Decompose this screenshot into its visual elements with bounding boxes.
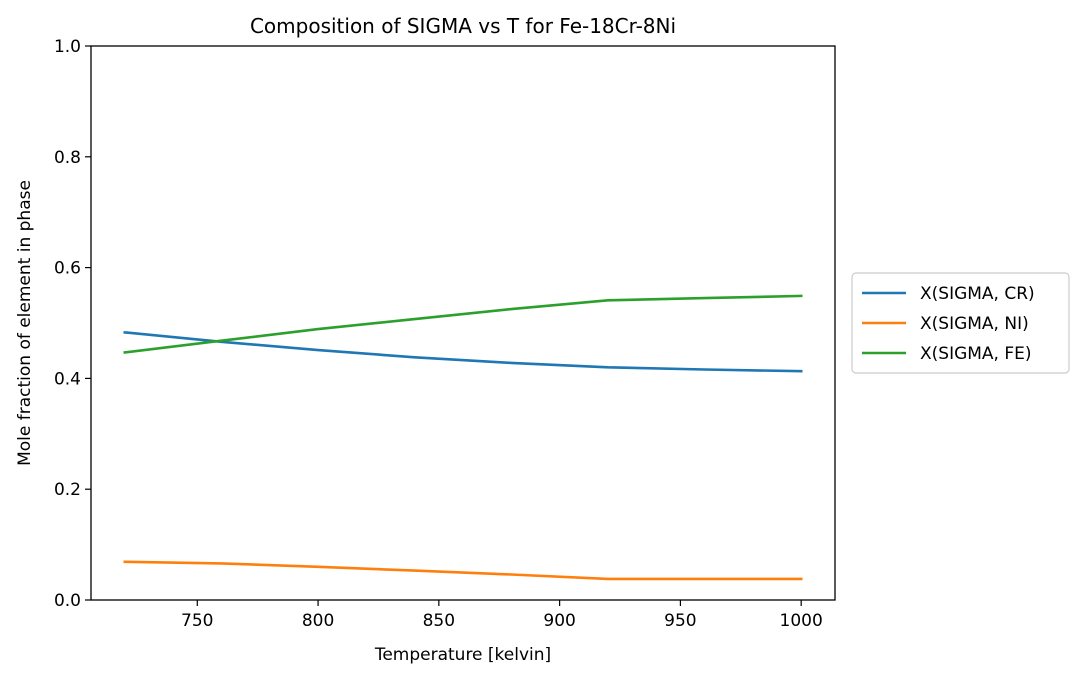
series-line-0 bbox=[123, 330, 803, 373]
legend-label-2: X(SIGMA, FE) bbox=[920, 344, 1032, 364]
x-tick-label: 850 bbox=[423, 611, 455, 631]
y-axis-ticks: 0.0 0.2 0.4 0.6 0.8 1.0 bbox=[54, 37, 91, 611]
x-tick-label: 900 bbox=[543, 611, 575, 631]
x-tick-label: 750 bbox=[181, 611, 213, 631]
plot-frame bbox=[90, 45, 836, 601]
legend: X(SIGMA, CR) X(SIGMA, NI) X(SIGMA, FE) bbox=[851, 272, 1070, 374]
legend-label-1: X(SIGMA, NI) bbox=[920, 314, 1029, 334]
x-axis-ticks: 750 800 850 900 950 1000 bbox=[181, 600, 823, 631]
x-tick-label: 950 bbox=[664, 611, 696, 631]
y-tick-label: 0.2 bbox=[54, 480, 81, 500]
y-axis-label: Mole fraction of element in phase bbox=[15, 180, 35, 466]
y-tick-label: 0.0 bbox=[54, 591, 81, 611]
y-tick-label: 0.6 bbox=[54, 259, 81, 279]
x-axis-label: Temperature [kelvin] bbox=[374, 645, 551, 665]
y-tick-label: 0.4 bbox=[54, 369, 81, 389]
chart-title: Composition of SIGMA vs T for Fe-18Cr-8N… bbox=[250, 14, 676, 38]
x-tick-label: 1000 bbox=[780, 611, 823, 631]
y-tick-label: 1.0 bbox=[54, 37, 81, 57]
legend-label-0: X(SIGMA, CR) bbox=[920, 284, 1035, 304]
series-line-1 bbox=[123, 560, 803, 581]
series-line-2 bbox=[123, 294, 803, 354]
x-tick-label: 800 bbox=[302, 611, 334, 631]
legend-frame bbox=[851, 272, 1070, 374]
y-tick-label: 0.8 bbox=[54, 148, 81, 168]
plot-lines bbox=[123, 294, 803, 581]
